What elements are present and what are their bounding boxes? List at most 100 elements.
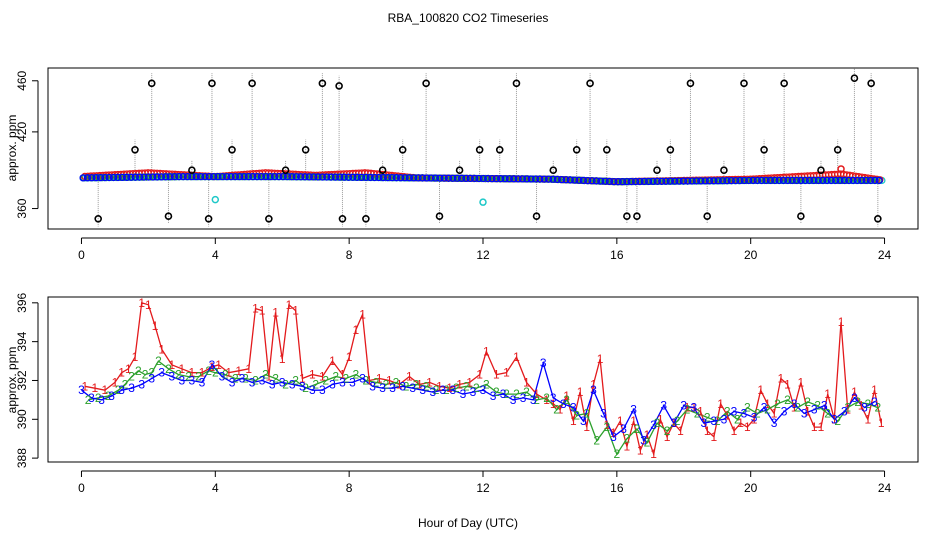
series-3-marker: 3 <box>299 379 306 393</box>
series-1-marker: 1 <box>851 385 858 399</box>
series-1-marker: 1 <box>650 447 657 461</box>
baseline-point <box>592 177 601 185</box>
baseline-point <box>479 174 487 183</box>
series-2-marker: 2 <box>292 373 299 387</box>
series-1-marker: 1 <box>252 302 259 316</box>
series-3-marker: 3 <box>600 406 607 420</box>
series-2-marker: 2 <box>312 377 319 391</box>
baseline-point <box>236 172 244 181</box>
baseline-point <box>101 173 109 182</box>
spike-point <box>455 166 464 175</box>
series-2-marker: 2 <box>142 368 149 382</box>
baseline-point <box>114 173 122 182</box>
series-2-marker: 2 <box>854 395 861 409</box>
series-1-marker: 1 <box>711 430 718 444</box>
top-y-tick-label: 360 <box>15 198 29 218</box>
baseline-point <box>453 174 461 182</box>
series-1-marker: 1 <box>811 420 818 434</box>
baseline-point <box>536 175 544 183</box>
baseline-point <box>266 172 274 181</box>
series-2-marker: 2 <box>674 414 681 428</box>
series-1-marker: 1 <box>764 397 771 411</box>
bottom-y-tick-label: 394 <box>15 331 29 351</box>
series-1-marker: 1 <box>737 416 744 430</box>
baseline-point <box>397 174 405 182</box>
baseline-point <box>401 174 409 182</box>
series-2-marker: 2 <box>282 377 289 391</box>
series-3-marker: 3 <box>339 375 346 389</box>
series-1-marker: 1 <box>550 397 557 411</box>
baseline-point <box>488 174 496 183</box>
series-2-marker: 2 <box>784 393 791 407</box>
baseline-point <box>688 177 696 185</box>
baseline-point <box>353 173 361 181</box>
series-3-marker: 3 <box>409 381 416 395</box>
series-1-marker: 1 <box>597 352 604 366</box>
top-x-axis: 0 4 8 12 16 20 24 <box>78 237 892 262</box>
baseline-point <box>140 173 148 181</box>
series-2-marker: 2 <box>453 381 460 395</box>
series-2-marker: 2 <box>85 393 92 407</box>
baseline-point <box>858 176 866 185</box>
spike-point <box>398 145 407 154</box>
series-2-marker: 2 <box>493 385 500 399</box>
series-1-marker: 1 <box>346 350 353 364</box>
series-2-marker: 2 <box>714 414 721 428</box>
series-2-marker: 2 <box>95 391 102 405</box>
series-1-marker: 1 <box>503 366 510 380</box>
series-2-marker: 2 <box>834 414 841 428</box>
series-1-marker: 1 <box>266 370 273 384</box>
series-1-marker: 1 <box>717 397 724 411</box>
baseline-point <box>805 176 814 185</box>
spike-point <box>666 145 675 154</box>
series-2-marker: 2 <box>155 354 162 368</box>
series-2-marker: 2 <box>105 389 112 403</box>
series-3-marker: 3 <box>199 375 206 389</box>
series-2-marker: 2 <box>353 368 360 382</box>
series-3-marker: 3 <box>108 389 115 403</box>
series-3-marker: 3 <box>379 381 386 395</box>
series-3-marker: 3 <box>821 399 828 413</box>
baseline-point <box>484 174 492 183</box>
baseline-point <box>301 173 309 181</box>
series-1-marker: 1 <box>831 412 838 426</box>
series-1-marker: 1 <box>690 401 697 415</box>
baseline-point <box>253 172 261 181</box>
series-1-marker: 1 <box>533 387 540 401</box>
series-3-marker: 3 <box>761 401 768 415</box>
baseline-point <box>753 176 762 185</box>
series-2-marker: 2 <box>634 422 641 436</box>
baseline-point <box>510 175 518 183</box>
series-3-marker: 3 <box>560 397 567 411</box>
baseline-point <box>79 174 87 182</box>
figure-title: RBA_100820 CO2 Timeseries <box>388 11 549 25</box>
baseline-point <box>849 176 857 185</box>
series-1-marker: 1 <box>158 342 165 356</box>
baseline-point <box>745 176 753 185</box>
baseline-point <box>227 172 235 181</box>
series-3-marker: 3 <box>861 401 868 415</box>
baseline-point <box>231 172 240 181</box>
baseline-point <box>527 175 535 183</box>
series-3-marker: 3 <box>811 403 818 417</box>
baseline-point <box>249 172 257 181</box>
series-2-marker: 2 <box>875 401 882 415</box>
spike-point <box>633 212 641 221</box>
bottom-plot-frame <box>47 296 919 463</box>
baseline-point <box>788 176 796 185</box>
series-2-marker: 2 <box>242 372 249 386</box>
series-1-marker: 1 <box>617 414 624 428</box>
baseline-point <box>109 173 118 182</box>
spike-point <box>833 145 842 154</box>
series-2-marker: 2 <box>252 373 259 387</box>
baseline-point <box>118 173 126 182</box>
baseline-point <box>431 174 440 182</box>
series-2-marker: 2 <box>148 366 155 380</box>
spike-point <box>549 166 558 175</box>
bottom-x-axis: 0 4 8 12 16 20 24 <box>78 470 892 495</box>
series-1-marker: 1 <box>272 306 279 320</box>
series-3-marker: 3 <box>670 416 677 430</box>
spike-point <box>760 145 768 154</box>
baseline-point <box>740 176 748 185</box>
series-2-marker: 2 <box>804 395 811 409</box>
